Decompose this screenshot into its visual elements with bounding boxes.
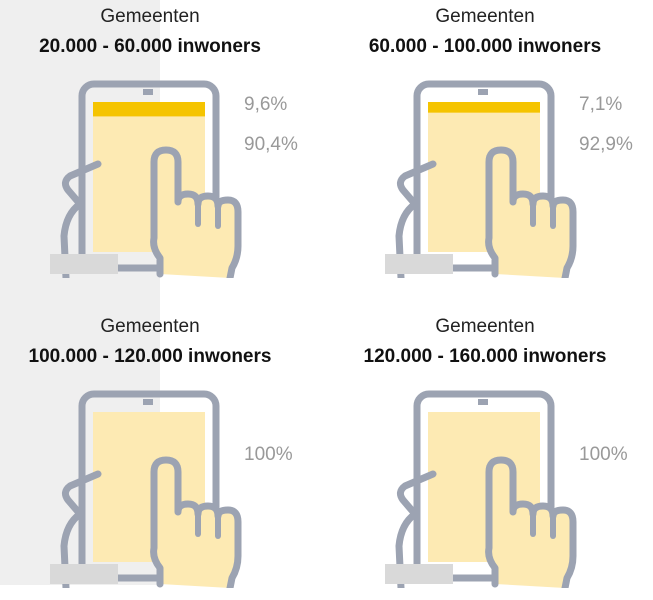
tablet-icon — [385, 80, 577, 278]
panel-title-line2: 20.000 - 60.000 inwoners — [39, 36, 261, 57]
panel-120000-160000: Gemeenten 120.000 - 160.000 inwoners 100… — [335, 310, 653, 600]
data-label: 100% — [244, 444, 293, 465]
panel-title-line2: 120.000 - 160.000 inwoners — [363, 346, 607, 367]
tablet-icon — [50, 80, 242, 278]
panel-title-line2: 100.000 - 120.000 inwoners — [28, 346, 272, 367]
data-label: 9,6% — [244, 94, 288, 115]
data-label: 100% — [579, 444, 628, 465]
value-bar — [428, 102, 540, 113]
panel-100000-120000: Gemeenten 100.000 - 120.000 inwoners 100… — [0, 310, 320, 600]
panel-title-line1: Gemeenten — [100, 316, 200, 337]
wrist-block — [385, 254, 453, 274]
wrist-block — [50, 564, 118, 584]
left-hand-icon — [395, 160, 437, 278]
data-label: 7,1% — [579, 94, 623, 115]
tablet-frame — [78, 80, 220, 272]
panel-20000-60000: Gemeenten 20.000 - 60.000 inwoners 9,6% 9… — [0, 0, 320, 290]
left-hand-icon — [60, 470, 102, 588]
wrist-block — [385, 564, 453, 584]
value-bar — [93, 102, 205, 117]
left-hand-icon — [395, 470, 437, 588]
data-label: 90,4% — [244, 134, 298, 155]
tablet-frame — [413, 390, 555, 582]
panel-60000-100000: Gemeenten 60.000 - 100.000 inwoners 7,1%… — [335, 0, 653, 290]
tablet-camera — [143, 399, 153, 405]
tablet-frame — [413, 80, 555, 272]
panel-title-line2: 60.000 - 100.000 inwoners — [368, 36, 602, 57]
tablet-frame — [78, 390, 220, 582]
data-label: 92,9% — [579, 134, 633, 155]
tablet-camera — [478, 399, 488, 405]
tablet-icon — [50, 390, 242, 588]
tablet-camera — [143, 89, 153, 95]
wrist-block — [50, 254, 118, 274]
tablet-camera — [478, 89, 488, 95]
left-hand-icon — [60, 160, 102, 278]
tablet-icon — [385, 390, 577, 588]
panel-title-line1: Gemeenten — [100, 6, 200, 27]
panel-title-line1: Gemeenten — [435, 316, 535, 337]
panel-title-line1: Gemeenten — [435, 6, 535, 27]
